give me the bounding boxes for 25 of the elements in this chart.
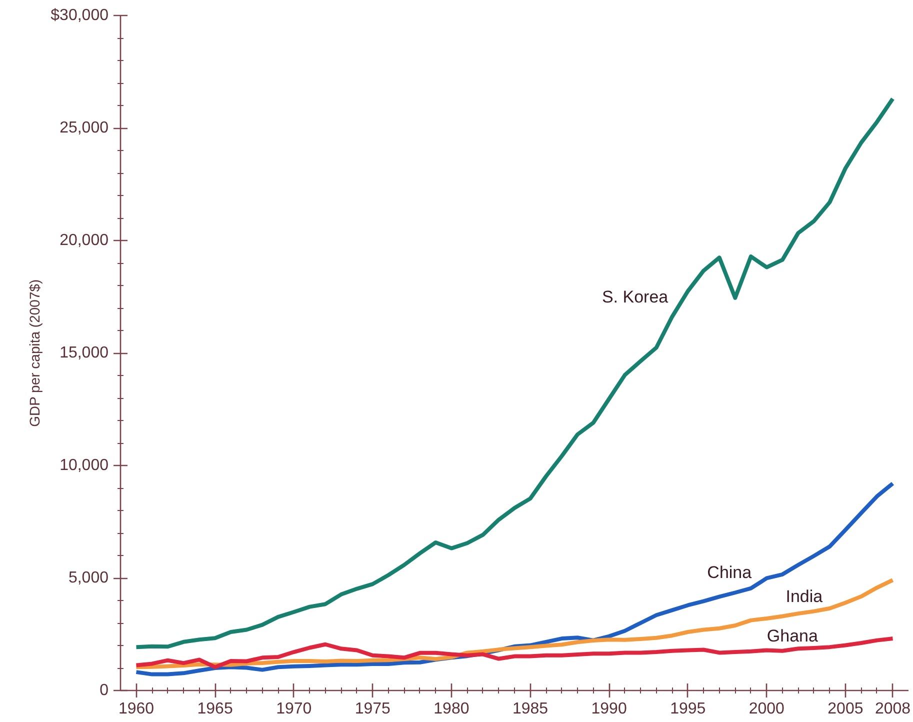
line-series	[134, 578, 895, 670]
x-tick-label: 1995	[670, 700, 706, 718]
series-label: China	[707, 563, 752, 582]
x-tick-label: 1960	[118, 700, 154, 718]
x-tick-label: 1970	[276, 700, 312, 718]
line-series	[134, 96, 895, 650]
y-tick-label: $30,000	[50, 7, 109, 24]
x-tick-label: 1980	[434, 700, 470, 718]
x-tick-label: 1990	[591, 700, 627, 718]
x-tick-label: 1965	[197, 700, 233, 718]
x-tick-label: 2005	[828, 700, 864, 718]
y-tick-label: 20,000	[60, 232, 109, 249]
y-tick-label: 10,000	[60, 457, 109, 474]
y-tick-label: 0	[100, 682, 109, 699]
x-tick-label: 2000	[748, 700, 785, 718]
series-label: India	[786, 587, 824, 606]
x-tick-label: 1975	[354, 700, 391, 718]
y-tick-label: 25,000	[60, 120, 109, 136]
y-tick-label: 15,000	[60, 344, 109, 362]
series-label: S. Korea	[602, 287, 669, 306]
x-tick-label: 2008	[874, 700, 911, 718]
series-label: Ghana	[766, 626, 818, 646]
y-tick-label: 5,000	[68, 570, 109, 586]
x-tick-label: 1985	[512, 700, 548, 718]
y-axis-title: GDP per capita (2007$)	[26, 279, 43, 427]
